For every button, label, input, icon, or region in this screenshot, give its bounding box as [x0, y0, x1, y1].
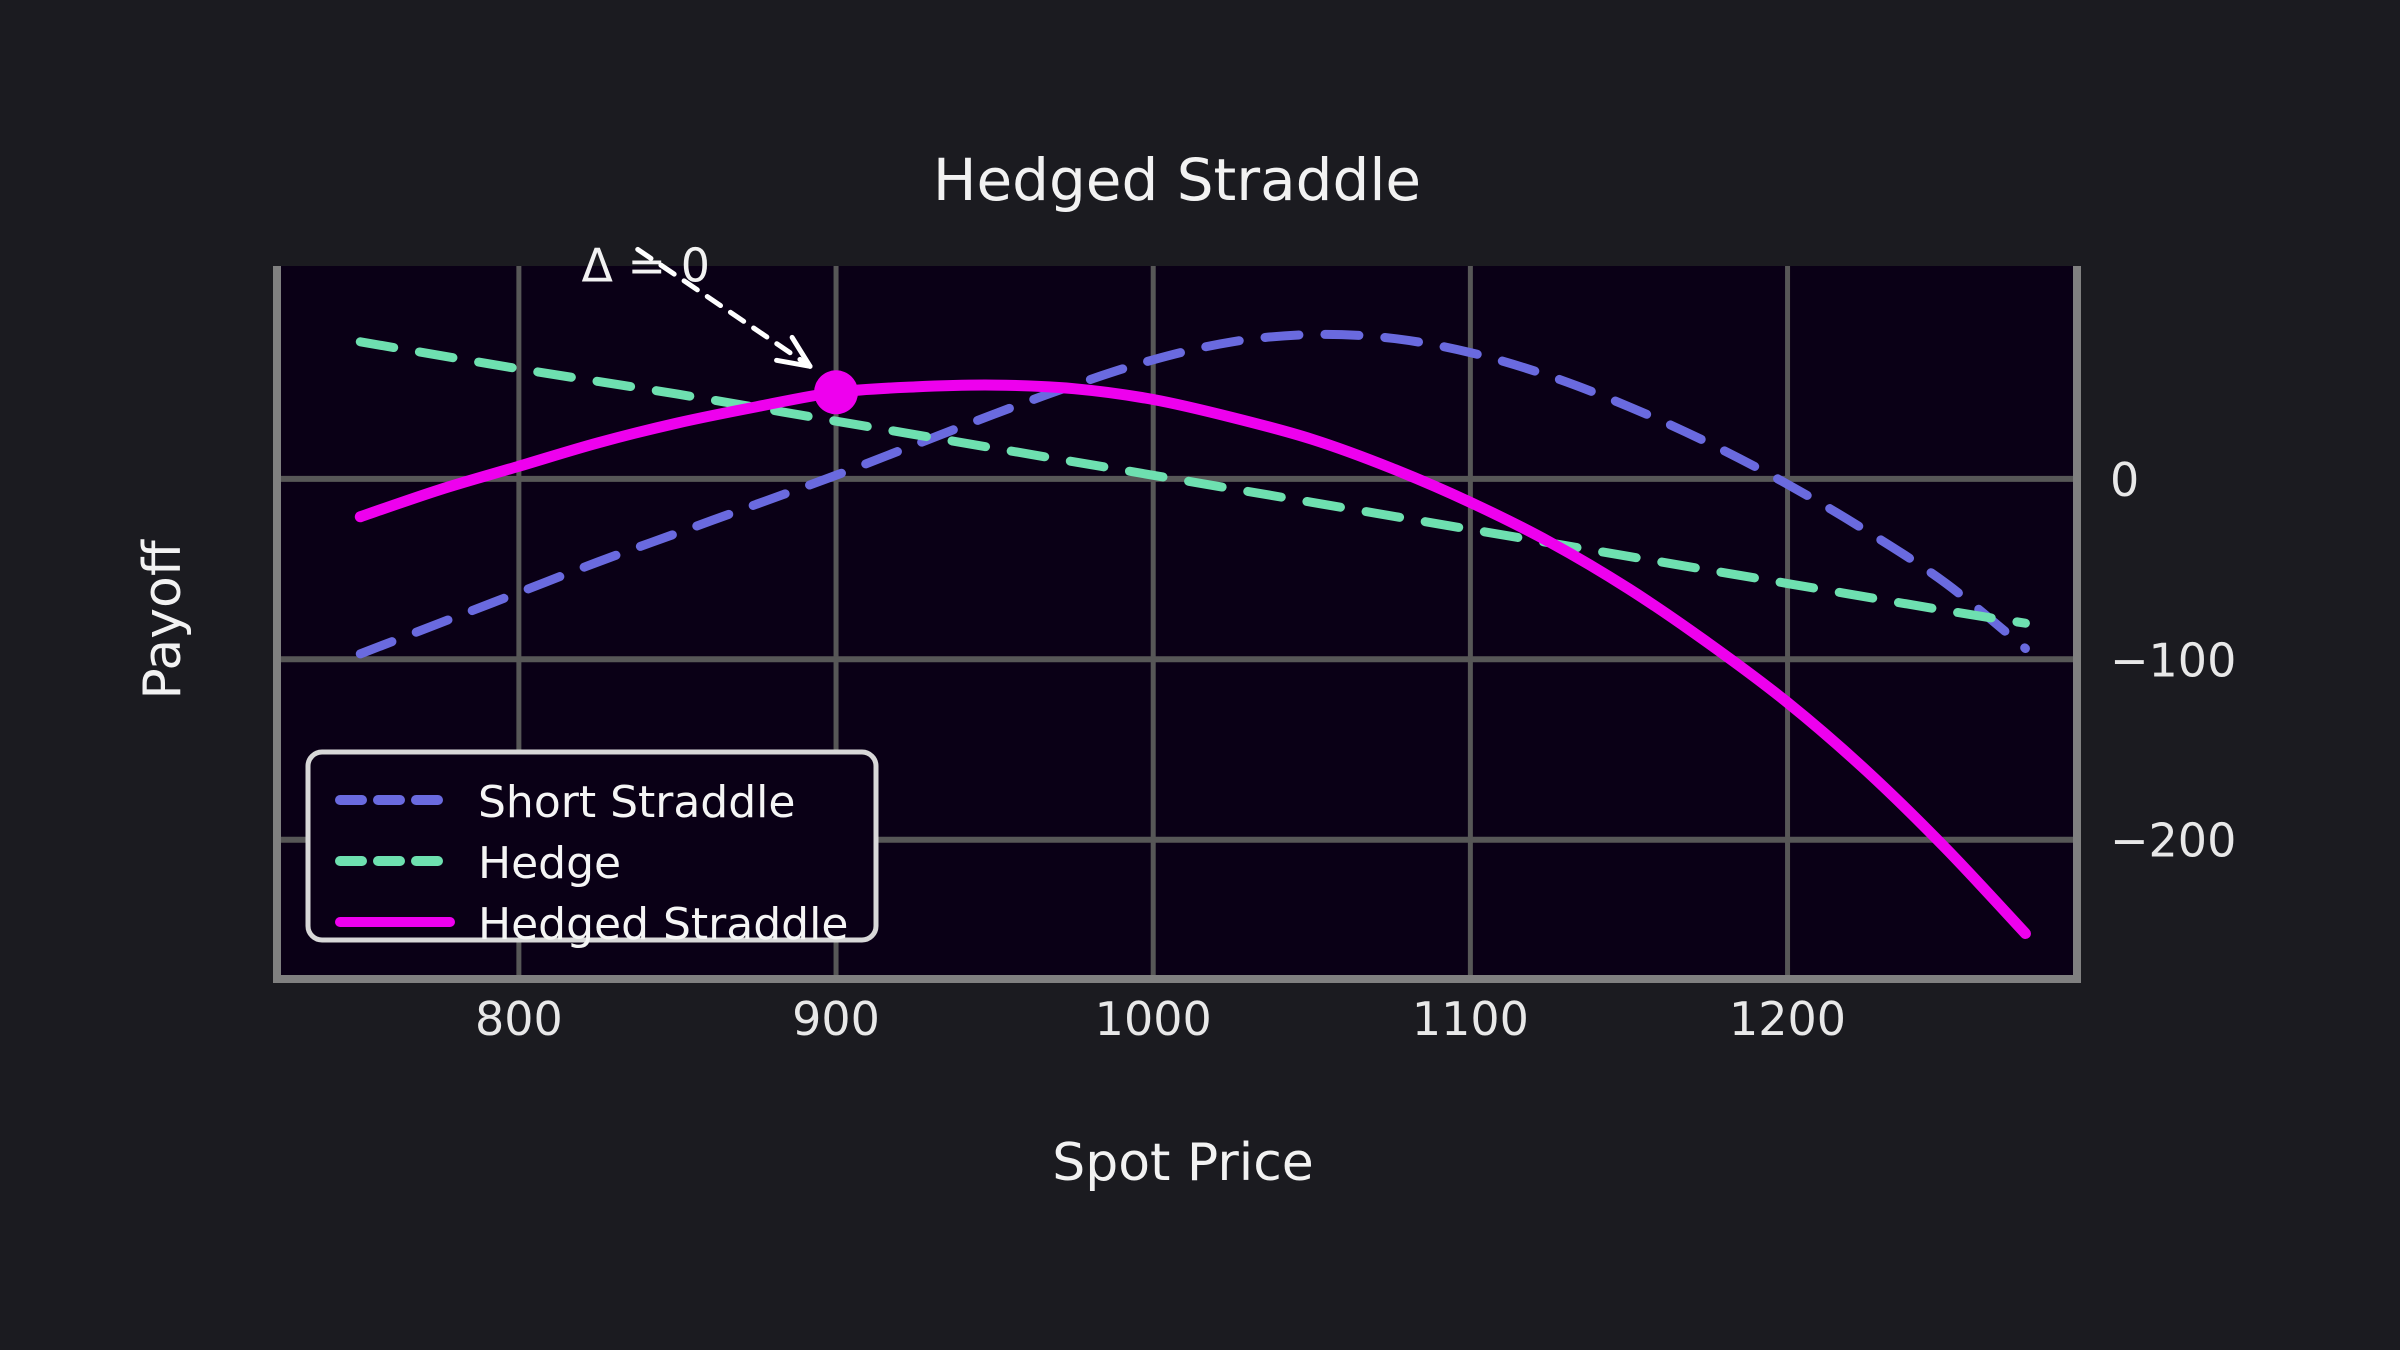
legend-label-hedge: Hedge — [478, 838, 621, 889]
y-tick-label: 0 — [2110, 453, 2139, 507]
legend-label-short-straddle: Short Straddle — [478, 777, 795, 828]
x-tick-label: 1200 — [1729, 992, 1846, 1046]
x-tick-label: 800 — [475, 992, 563, 1046]
marker-layer — [814, 370, 859, 415]
y-axis-tick-labels: 0 −100 −200 — [2110, 453, 2236, 868]
legend-items: Short Straddle Hedge Hedged Straddle — [335, 777, 848, 950]
series-line-hedged-straddle — [354, 379, 2031, 940]
x-tick-label: 1000 — [1095, 992, 1212, 1046]
left-spine — [273, 266, 281, 975]
annotation-arrow-line — [635, 246, 813, 369]
legend-label-hedged-straddle: Hedged Straddle — [478, 899, 848, 950]
y-tick-label: −200 — [2110, 814, 2236, 868]
legend-box — [305, 749, 879, 943]
x-tick-label: 900 — [792, 992, 880, 1046]
delta-zero-point — [814, 370, 859, 415]
y-tick-label: −100 — [2110, 633, 2236, 687]
bottom-spine — [273, 975, 2081, 983]
data-series-layer — [354, 329, 2031, 940]
series-line-short-straddle — [355, 329, 2030, 659]
annotation-arrow-head — [774, 334, 813, 369]
y-axis-label: Payoff — [133, 539, 193, 699]
chart-title: Hedged Straddle — [933, 146, 1421, 214]
x-axis-tick-labels: 800 900 1000 1100 1200 — [475, 992, 1846, 1046]
x-axis-label: Spot Price — [1052, 1133, 1314, 1193]
right-spine — [2073, 266, 2081, 975]
legend[interactable]: Short Straddle Hedge Hedged Straddle — [305, 749, 879, 950]
x-tick-label: 1100 — [1412, 992, 1529, 1046]
annotation-layer: Δ = 0 — [581, 238, 813, 369]
series-line-hedge — [355, 337, 2030, 628]
